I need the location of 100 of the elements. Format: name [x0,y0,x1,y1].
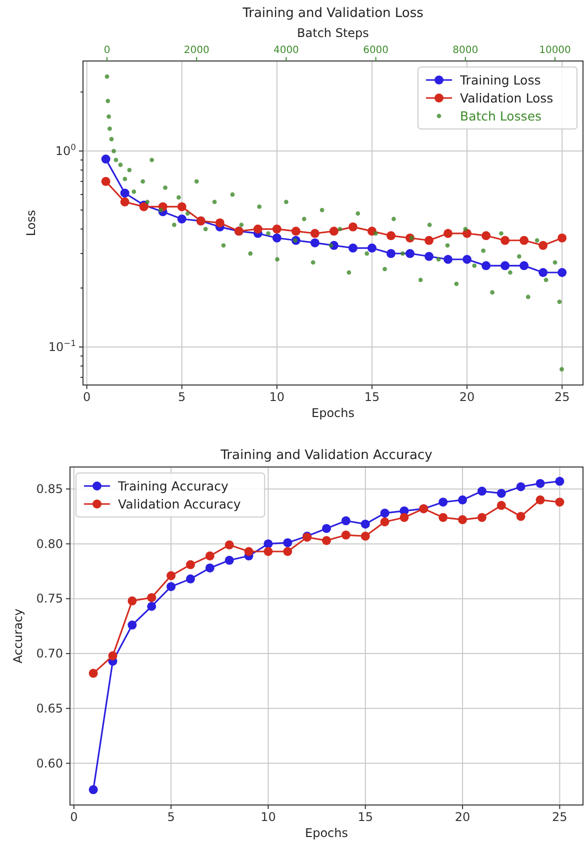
legend-label: Batch Losses [460,108,542,124]
x-tick-label: 25 [554,390,570,404]
point [386,231,396,240]
point [458,495,468,504]
point [264,547,273,556]
y-tick-label: 10$^{−1}$ [48,338,76,354]
point [536,495,545,504]
x2-tick-label: 6000 [363,45,389,56]
x2-tick-label: 10000 [539,45,571,56]
point [224,556,234,565]
point [291,226,300,236]
point [482,231,491,240]
point [108,651,118,660]
point [367,244,376,253]
point [462,254,472,264]
point [128,620,137,630]
point [348,222,358,232]
point [558,268,567,277]
point [88,785,98,794]
point [177,202,186,212]
y-tick-label: 0.70 [36,646,63,661]
point [360,520,370,529]
point [264,539,273,548]
point [520,236,529,245]
y-tick-label: 0.75 [36,592,63,606]
point [516,482,526,492]
point [215,218,224,228]
point [186,574,195,584]
x2-axis-title: Batch Steps [297,26,369,40]
y-axis-title: Accuracy [11,608,25,664]
point [380,508,390,518]
point [400,512,409,522]
point [405,249,414,258]
point [224,540,234,550]
y-tick-label: 0.60 [36,756,63,770]
x-tick-label: 15 [358,810,374,824]
point [205,563,214,572]
y-tick-label: 0.65 [36,701,63,716]
point [424,236,434,245]
y-axis-title: Loss [24,210,38,236]
x-tick-label: 5 [178,390,186,404]
legend-label: Validation Loss [460,90,554,106]
point [555,476,564,486]
point [538,268,548,277]
point [177,214,186,224]
chart-title: Training and Validation Loss [242,6,424,21]
point [558,233,567,242]
point [120,188,130,198]
point [272,233,282,242]
point [458,515,468,524]
point [500,261,510,270]
x2-tick-label: 0 [104,45,110,56]
point [128,596,137,606]
chart-title: Training and Validation Accuracy [220,448,433,463]
legend-label: Training Loss [459,72,541,88]
x-tick-label: 0 [70,810,78,824]
point [482,261,491,270]
point [348,244,358,253]
x-tick-label: 20 [459,390,475,404]
point [329,226,338,236]
point [438,498,448,507]
point [101,154,110,164]
x2-tick-label: 2000 [184,45,210,56]
point [538,240,548,250]
point [496,500,506,510]
point [477,512,486,522]
x-axis-title: Epochs [305,826,348,840]
point [253,224,262,234]
x2-tick-label: 8000 [452,45,478,56]
point [272,224,282,234]
y-tick-label: 10$^{0}$ [55,142,76,158]
point [341,530,350,540]
point [244,547,254,556]
point [283,538,292,548]
x-tick-label: 20 [454,810,470,824]
x2-tick-label: 4000 [273,45,299,56]
point [147,593,156,602]
point [555,498,564,507]
point [360,532,370,541]
point [341,516,350,526]
x-tick-label: 25 [552,810,568,824]
point [536,478,545,488]
point [310,238,320,248]
point [88,668,98,678]
point [147,602,156,611]
point [322,536,331,546]
y-tick-label: 0.80 [36,536,63,551]
x-tick-label: 0 [82,390,91,404]
point [444,254,453,264]
point [444,228,453,238]
point [380,517,390,526]
point [516,512,526,521]
point [520,261,529,270]
point [386,249,396,258]
point [205,551,214,560]
point [283,547,292,556]
point [438,512,448,522]
point [186,560,195,570]
point [120,197,130,206]
point [101,176,110,186]
